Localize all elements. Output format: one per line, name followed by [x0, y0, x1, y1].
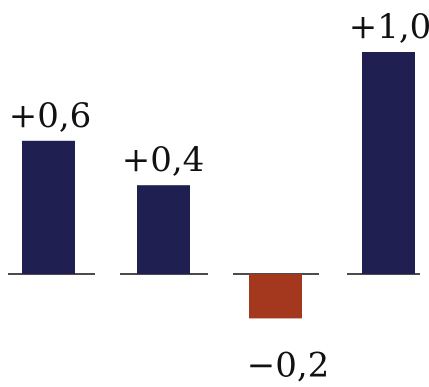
- bar-4: [362, 52, 415, 274]
- bar-3: [249, 274, 302, 319]
- data-label-1: +0,6: [9, 96, 92, 136]
- data-label-4: +1,0: [349, 7, 429, 47]
- bar-2: [137, 185, 190, 274]
- bar-1: [22, 140, 75, 274]
- data-label-3: −0,2: [247, 345, 330, 385]
- data-label-2: +0,4: [122, 140, 205, 180]
